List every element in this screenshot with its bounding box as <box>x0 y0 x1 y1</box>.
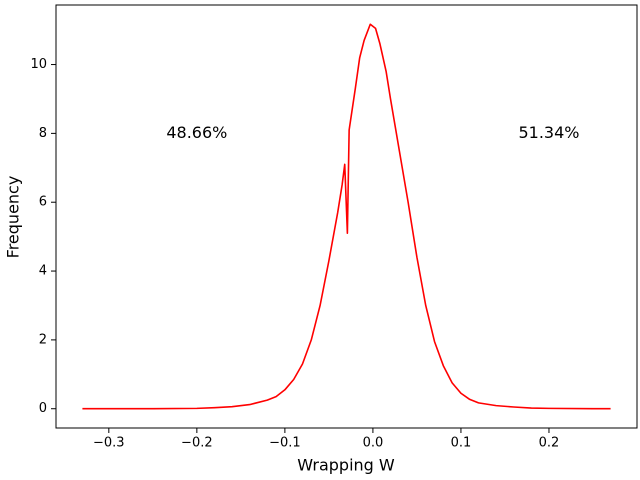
data-line <box>82 23 611 410</box>
y-tick-label: 10 <box>30 57 47 72</box>
y-tick-label: 0 <box>39 401 47 416</box>
annotation: 48.66% <box>166 123 227 142</box>
x-tick-label: 0.0 <box>363 436 384 451</box>
x-tick-label: −0.1 <box>269 436 301 451</box>
x-tick-label: 0.1 <box>451 436 472 451</box>
x-tick-label: −0.2 <box>181 436 213 451</box>
y-axis-label: Frequency <box>4 176 23 259</box>
annotation: 51.34% <box>518 123 579 142</box>
y-tick-label: 6 <box>39 195 47 210</box>
axes-frame <box>55 4 638 429</box>
y-tick-label: 4 <box>39 264 47 279</box>
y-tick-label: 2 <box>39 332 47 347</box>
x-axis-label: Wrapping W <box>297 456 395 475</box>
x-tick-label: −0.3 <box>93 436 125 451</box>
x-tick-label: 0.2 <box>539 436 560 451</box>
y-tick-label: 8 <box>39 126 47 141</box>
